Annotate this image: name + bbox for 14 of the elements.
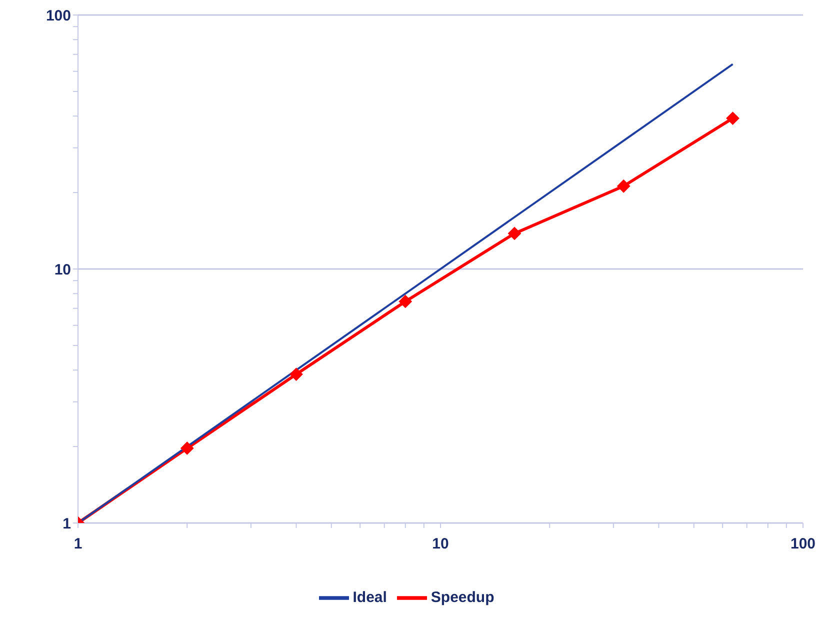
y-tick-label: 1 <box>62 515 71 532</box>
point <box>398 294 412 308</box>
point <box>508 226 521 240</box>
point <box>726 112 740 125</box>
point <box>180 442 194 455</box>
legend-label: Ideal <box>352 588 387 606</box>
y-tick-label: 100 <box>46 7 71 24</box>
x-tick-label: 1 <box>74 536 82 553</box>
x-tick-label: 10 <box>432 536 449 553</box>
x-tick-label: 100 <box>790 536 816 553</box>
point <box>290 368 303 381</box>
point <box>617 180 630 193</box>
y-tick-label: 10 <box>54 261 71 278</box>
legend-label: Speedup <box>430 588 494 606</box>
